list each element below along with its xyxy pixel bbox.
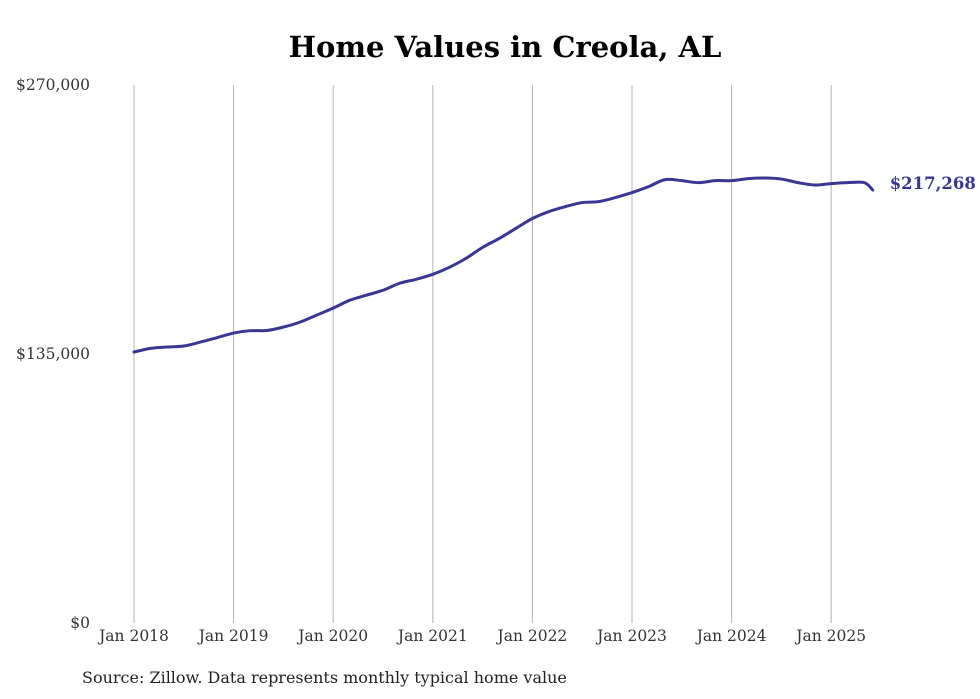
- x-tick-label: Jan 2025: [794, 627, 866, 645]
- source-note: Source: Zillow. Data represents monthly …: [82, 668, 567, 687]
- x-tick-label: Jan 2018: [97, 627, 169, 645]
- series-line: [132, 176, 875, 354]
- x-tick-label: Jan 2022: [495, 627, 567, 645]
- y-axis-ticks: $0 $135,000 $270,000: [16, 76, 90, 632]
- end-value-label: $217,268: [890, 174, 976, 193]
- y-tick-label: $0: [70, 614, 90, 632]
- x-tick-label: Jan 2023: [595, 627, 667, 645]
- series-group: [132, 176, 875, 354]
- x-tick-label: Jan 2021: [396, 627, 468, 645]
- annotations: $217,268: [890, 174, 976, 193]
- y-tick-label: $270,000: [16, 76, 90, 94]
- x-axis-ticks: Jan 2018 Jan 2019 Jan 2020 Jan 2021 Jan 2022…: [97, 627, 866, 645]
- chart-title: Home Values in Creola, AL: [288, 30, 722, 64]
- x-tick-label: Jan 2019: [197, 627, 269, 645]
- gridlines: [133, 85, 832, 623]
- x-tick-label: Jan 2024: [695, 627, 767, 645]
- x-tick-label: Jan 2020: [296, 627, 368, 645]
- y-tick-label: $135,000: [16, 345, 90, 363]
